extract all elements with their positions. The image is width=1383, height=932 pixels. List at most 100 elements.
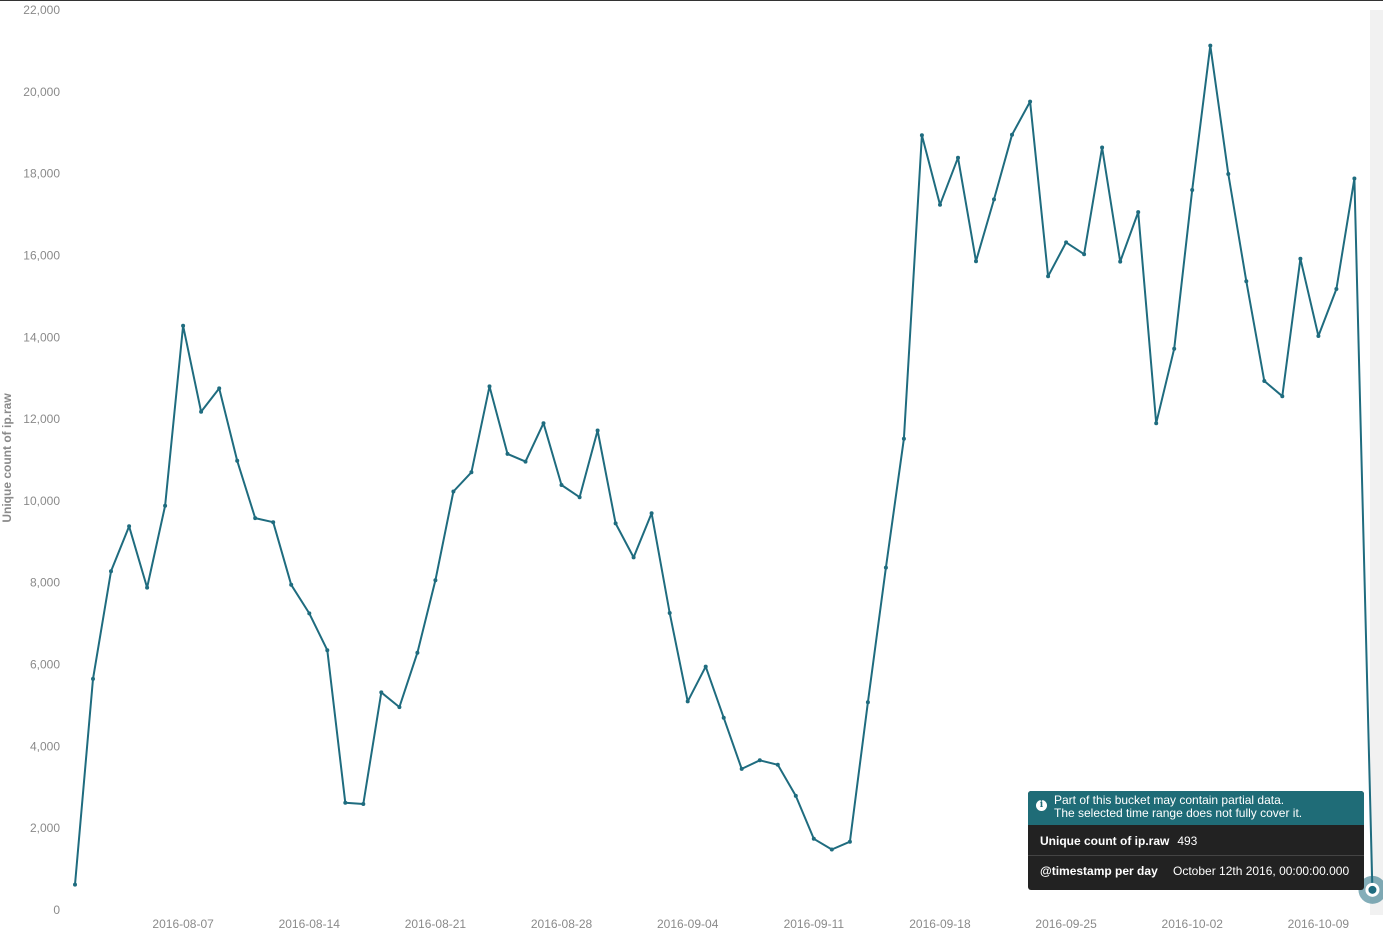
y-tick-label: 12,000 [23,412,60,426]
data-point[interactable] [595,428,600,433]
data-point[interactable] [235,458,240,463]
data-point[interactable] [1136,210,1141,215]
data-point[interactable] [451,489,456,494]
data-point[interactable] [559,483,564,487]
data-point[interactable] [325,648,330,653]
data-point[interactable] [163,503,168,508]
data-point[interactable] [1082,252,1087,257]
data-point[interactable] [721,715,726,720]
tooltip-time-value: October 12th 2016, 00:00:00.000 [1173,864,1350,878]
data-point[interactable] [91,676,95,681]
data-point[interactable] [631,555,636,560]
y-tick-label: 20,000 [23,85,60,99]
data-point[interactable] [577,495,582,500]
x-tick-label: 2016-08-14 [279,917,341,931]
data-point[interactable] [433,578,438,583]
y-tick-label: 10,000 [23,494,60,508]
data-points[interactable] [73,43,1375,892]
data-point[interactable] [181,323,186,328]
x-tick-label: 2016-10-02 [1162,917,1224,931]
y-tick-label: 4,000 [30,739,60,753]
data-point[interactable] [1298,256,1303,261]
data-point[interactable] [541,421,546,426]
data-point[interactable] [1334,287,1339,291]
data-point[interactable] [757,758,762,763]
data-point[interactable] [1226,172,1231,176]
y-tick-label: 6,000 [30,658,60,672]
tooltip-row-time: @timestamp per day October 12th 2016, 00… [1028,860,1364,882]
data-point[interactable] [505,451,510,456]
data-point[interactable] [1190,188,1195,192]
data-point[interactable] [938,202,942,207]
x-tick-label: 2016-09-11 [784,917,845,931]
data-point[interactable] [271,520,276,525]
data-point[interactable] [775,762,780,767]
data-point[interactable] [379,690,384,695]
data-point[interactable] [956,155,960,160]
data-point[interactable] [847,839,852,844]
data-point[interactable] [739,766,744,771]
data-point[interactable] [289,582,294,587]
chart-tooltip: i Part of this bucket may contain partia… [1028,791,1364,890]
x-tick-label: 2016-09-18 [909,917,971,931]
x-tick-label: 2016-08-07 [152,917,214,931]
data-point[interactable] [1064,240,1069,245]
top-border [0,0,1383,1]
data-point[interactable] [253,516,258,521]
data-point[interactable] [865,700,870,705]
data-point[interactable] [1244,279,1249,284]
data-point[interactable] [685,699,690,704]
data-point[interactable] [829,847,834,852]
data-point[interactable] [127,524,132,529]
data-point[interactable] [397,705,402,710]
x-tick-label: 2016-09-25 [1035,917,1097,931]
data-point[interactable] [217,386,222,391]
data-point[interactable] [307,611,312,616]
data-point[interactable] [919,133,924,138]
data-point[interactable] [145,585,150,590]
tooltip-metric-label: Unique count of ip.raw [1040,834,1170,848]
data-point[interactable] [1172,346,1177,351]
data-point[interactable] [523,459,528,464]
tooltip-row-metric: Unique count of ip.raw 493 [1028,825,1364,856]
data-point[interactable] [1316,334,1321,338]
data-point[interactable] [1100,145,1105,150]
data-point[interactable] [1010,132,1014,137]
tooltip-metric-value: 493 [1177,834,1198,848]
data-point[interactable] [1262,379,1267,383]
data-point[interactable] [811,836,816,841]
data-point[interactable] [1046,274,1051,279]
data-point[interactable] [901,436,906,441]
data-point[interactable] [1118,259,1123,264]
hover-point[interactable] [1368,885,1377,894]
data-point[interactable] [992,197,996,202]
data-point[interactable] [974,259,978,264]
y-axis: 0 2,000 4,000 6,000 8,000 10,000 12,000 14,000 1… [23,3,60,917]
x-tick-label: 2016-09-04 [657,917,719,931]
data-point[interactable] [703,664,708,669]
data-point[interactable] [487,384,492,389]
data-point[interactable] [1154,421,1159,426]
data-point[interactable] [613,521,618,526]
data-point[interactable] [109,569,113,574]
tooltip-time-label: @timestamp per day [1040,864,1158,878]
data-point[interactable] [649,511,654,516]
data-point[interactable] [667,611,672,615]
tooltip-header: i Part of this bucket may contain partia… [1028,791,1364,825]
data-point[interactable] [1208,43,1213,48]
data-point[interactable] [1280,394,1285,399]
data-point[interactable] [73,882,77,887]
scrollbar-track[interactable] [1370,10,1383,915]
data-point[interactable] [361,802,366,806]
tooltip-warning-line2: The selected time range does not fully c… [1054,806,1303,820]
data-point[interactable] [415,650,420,655]
data-point[interactable] [343,800,348,805]
data-point[interactable] [199,409,204,414]
hover-marker [1358,875,1383,904]
y-tick-label: 14,000 [23,330,60,344]
data-point[interactable] [1028,99,1033,104]
data-point[interactable] [793,793,798,798]
data-point[interactable] [883,565,888,570]
data-point[interactable] [1352,176,1357,181]
data-point[interactable] [469,470,474,475]
